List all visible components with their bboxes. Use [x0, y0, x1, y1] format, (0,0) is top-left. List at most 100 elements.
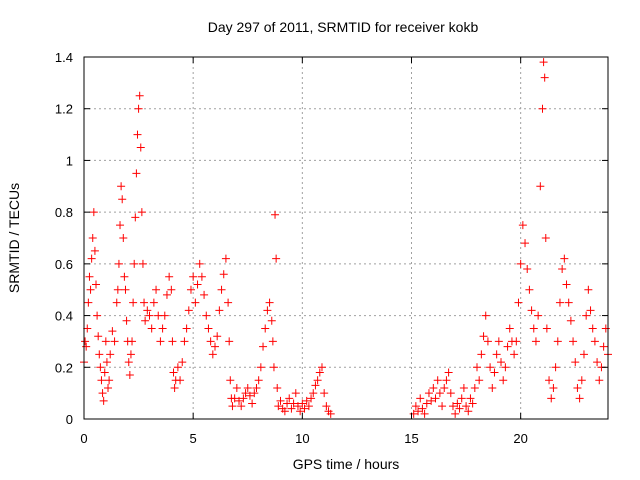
- data-point: [298, 399, 307, 408]
- data-point: [122, 316, 131, 325]
- data-point: [124, 358, 133, 367]
- data-point: [82, 342, 91, 351]
- data-point: [126, 350, 135, 359]
- data-point: [287, 404, 296, 413]
- y-tick-label: 1: [66, 153, 73, 168]
- data-point: [549, 383, 558, 392]
- data-point: [156, 337, 165, 346]
- data-point: [84, 298, 93, 307]
- data-point: [540, 73, 549, 82]
- data-point: [167, 285, 176, 294]
- data-point: [93, 311, 102, 320]
- data-point: [276, 396, 285, 405]
- data-point: [317, 363, 326, 372]
- data-point: [315, 368, 324, 377]
- data-point: [202, 311, 211, 320]
- data-point: [326, 409, 335, 418]
- data-point: [232, 383, 241, 392]
- y-axis-tick-labels: 0 0.2 0.4 0.6 0.8 1 1.2 1.4: [55, 50, 73, 427]
- data-point: [494, 337, 503, 346]
- data-point: [593, 358, 602, 367]
- data-point: [448, 402, 457, 411]
- data-point: [230, 394, 239, 403]
- data-point: [100, 368, 109, 377]
- data-point: [149, 298, 158, 307]
- data-point: [446, 389, 455, 398]
- data-point: [599, 342, 608, 351]
- data-point: [215, 306, 224, 315]
- plot-frame: [83, 56, 609, 420]
- x-axis-title: GPS time / hours: [293, 456, 400, 472]
- data-point: [527, 306, 536, 315]
- data-point: [569, 337, 578, 346]
- data-point: [503, 342, 512, 351]
- data-point: [525, 285, 534, 294]
- data-point: [285, 394, 294, 403]
- data-point: [427, 396, 436, 405]
- data-point: [219, 270, 228, 279]
- data-point: [125, 371, 134, 380]
- data-point: [128, 337, 137, 346]
- data-point: [555, 298, 564, 307]
- data-point: [271, 210, 280, 219]
- data-point: [272, 254, 281, 263]
- data-point: [481, 311, 490, 320]
- data-point: [134, 104, 143, 113]
- data-point: [479, 332, 488, 341]
- data-point: [558, 265, 567, 274]
- data-point: [254, 376, 263, 385]
- data-point: [473, 363, 481, 372]
- axis-ticks: [83, 56, 608, 420]
- data-point: [92, 280, 101, 289]
- data-point: [86, 285, 95, 294]
- data-point: [291, 389, 300, 398]
- data-point: [178, 358, 187, 367]
- data-point: [424, 389, 433, 398]
- data-point: [468, 399, 477, 408]
- data-point: [132, 169, 141, 178]
- data-point: [239, 394, 248, 403]
- data-point: [462, 402, 471, 411]
- data-point: [490, 368, 499, 377]
- data-point: [119, 234, 128, 242]
- data-point: [273, 383, 282, 392]
- x-axis-tick-labels: 0 5 10 15 20: [80, 431, 528, 446]
- data-point: [464, 407, 473, 416]
- data-point: [136, 143, 145, 152]
- data-point: [217, 285, 226, 294]
- data-point: [529, 324, 538, 333]
- data-point: [267, 316, 276, 325]
- data-point: [129, 298, 138, 307]
- data-point: [88, 234, 97, 242]
- data-point: [440, 383, 449, 392]
- data-point: [311, 381, 320, 390]
- data-point: [147, 324, 156, 333]
- data-point: [193, 280, 202, 289]
- data-point: [130, 259, 139, 268]
- data-point: [226, 376, 235, 385]
- data-point: [539, 58, 548, 67]
- data-point: [99, 396, 108, 405]
- data-point: [152, 285, 161, 294]
- data-point: [96, 363, 105, 372]
- data-point: [595, 376, 604, 385]
- data-point: [89, 208, 98, 217]
- data-point: [235, 396, 244, 405]
- data-point: [466, 394, 475, 403]
- data-point: [451, 409, 460, 418]
- data-point: [224, 298, 233, 307]
- data-point: [457, 394, 466, 403]
- data-point: [304, 402, 313, 411]
- data-point: [168, 337, 177, 346]
- data-point: [505, 324, 514, 333]
- data-point: [245, 391, 254, 400]
- data-point: [455, 404, 464, 413]
- grid-lines: [84, 57, 608, 419]
- x-tick-label: 15: [404, 431, 418, 446]
- data-point: [444, 368, 453, 377]
- data-point: [208, 350, 217, 359]
- data-point: [422, 399, 431, 408]
- data-point: [590, 337, 599, 346]
- data-point: [160, 311, 169, 320]
